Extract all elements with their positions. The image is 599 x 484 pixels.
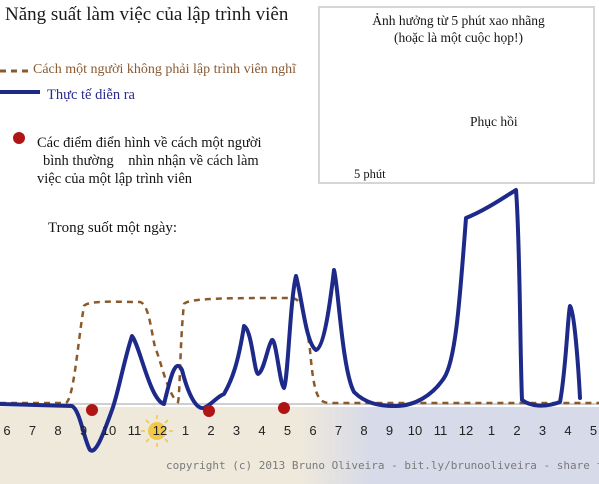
hour-label: 5 (589, 423, 598, 438)
sun-icon (141, 415, 173, 447)
points-label-line: Các điểm điển hình về cách một người (37, 135, 262, 151)
perception-point (278, 402, 290, 414)
perception-point (203, 405, 215, 417)
hour-label: 4 (564, 423, 572, 438)
hour-label: 1 (487, 423, 496, 438)
hour-label: 2 (207, 423, 215, 438)
hour-label: 9 (385, 423, 394, 438)
perceived-productivity-line (0, 296, 599, 405)
page-title: Năng suất làm việc của lập trình viên (5, 4, 289, 25)
recovery-label: Phục hồi (470, 114, 518, 129)
hour-label: 10 (101, 423, 117, 438)
hour-label: 2 (513, 423, 521, 438)
inset-title-line: (hoặc là một cuộc họp!) (394, 30, 523, 45)
hour-label: 6 (3, 423, 11, 438)
inset-title-line: Ảnh hưởng từ 5 phút xao nhãng (372, 13, 545, 28)
hour-label: 6 (309, 423, 317, 438)
hour-label: 7 (28, 423, 37, 438)
inset-panel: Ảnh hưởng từ 5 phút xao nhãng (hoặc là m… (318, 6, 595, 184)
hour-label: 3 (538, 423, 547, 438)
hour-label: 5 (283, 423, 292, 438)
copyright-notice: copyright (c) 2013 Bruno Oliveira - bit.… (166, 459, 599, 472)
hour-label: 12 (458, 423, 474, 438)
hour-label: 11 (127, 423, 142, 438)
points-label-line: việc của một lập trình viên (37, 171, 193, 187)
points-label-line: bình thường nhìn nhận về cách làm (43, 153, 259, 169)
hour-label: 8 (54, 423, 62, 438)
inset-title: Ảnh hưởng từ 5 phút xao nhãng (hoặc là m… (320, 12, 597, 46)
hour-label: 7 (334, 423, 343, 438)
hour-label: 3 (232, 423, 241, 438)
hour-label: 11 (433, 423, 448, 438)
actual-productivity-line (0, 188, 582, 453)
time-band (0, 407, 599, 484)
hour-label: 12 (152, 423, 168, 438)
day-label: Trong suốt một ngày: (48, 220, 178, 236)
hour-label: 1 (181, 423, 190, 438)
legend-point-sample (13, 132, 25, 144)
hour-label: 9 (79, 423, 88, 438)
hour-label: 8 (360, 423, 368, 438)
hour-label: 4 (258, 423, 266, 438)
five-min-label: 5 phút (354, 167, 386, 181)
legend-solid-label: Thực tế diễn ra (47, 87, 135, 103)
legend-points-label: Các điểm điển hình về cách một người bìn… (37, 134, 317, 188)
hour-label: 10 (407, 423, 423, 438)
legend-dashed-label: Cách một người không phải lập trình viên… (33, 62, 297, 77)
perception-point (86, 404, 98, 416)
